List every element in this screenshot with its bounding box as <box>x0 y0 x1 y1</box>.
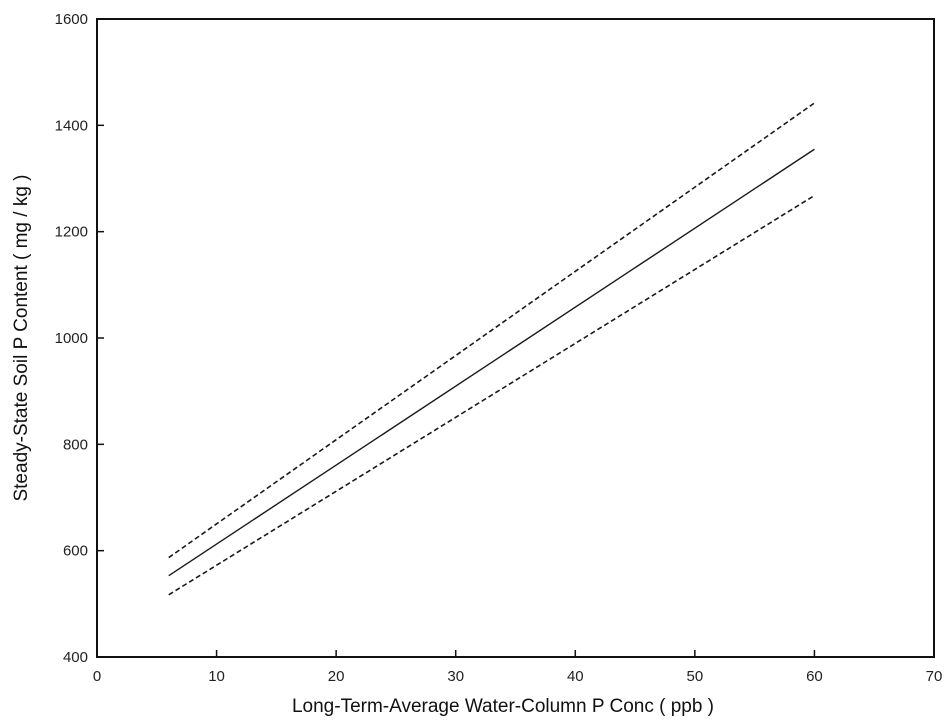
y-axis-label: Steady-State Soil P Content ( mg / kg ) <box>11 174 32 501</box>
x-tick-label: 10 <box>208 668 225 685</box>
x-axis-label: Long-Term-Average Water-Column P Conc ( … <box>292 696 714 717</box>
x-tick-label: 30 <box>447 668 464 685</box>
x-tick-label: 20 <box>328 668 345 685</box>
y-tick-label: 1600 <box>55 11 88 28</box>
y-axis-ticks: 400 600 800 1000 1200 1400 1600 <box>55 11 104 666</box>
x-tick-label: 50 <box>687 668 704 685</box>
x-tick-label: 40 <box>567 668 584 685</box>
plot-frame <box>96 18 935 658</box>
x-tick-label: 70 <box>926 668 943 685</box>
x-tick-label: 0 <box>93 668 101 685</box>
dashed-series-line-1 <box>168 102 815 559</box>
y-tick-label: 1400 <box>55 117 88 134</box>
x-tick-label: 60 <box>806 668 823 685</box>
y-tick-label: 1000 <box>55 330 88 347</box>
y-tick-label: 800 <box>63 436 88 453</box>
y-tick-label: 1200 <box>55 224 88 241</box>
x-axis-ticks: 0 10 20 30 40 50 60 70 <box>93 650 943 685</box>
y-tick-label: 600 <box>63 543 88 560</box>
dashed-series-line-2 <box>168 194 815 596</box>
solid-series-line <box>168 148 815 577</box>
y-tick-label: 400 <box>63 649 88 666</box>
series-layer <box>168 102 815 596</box>
